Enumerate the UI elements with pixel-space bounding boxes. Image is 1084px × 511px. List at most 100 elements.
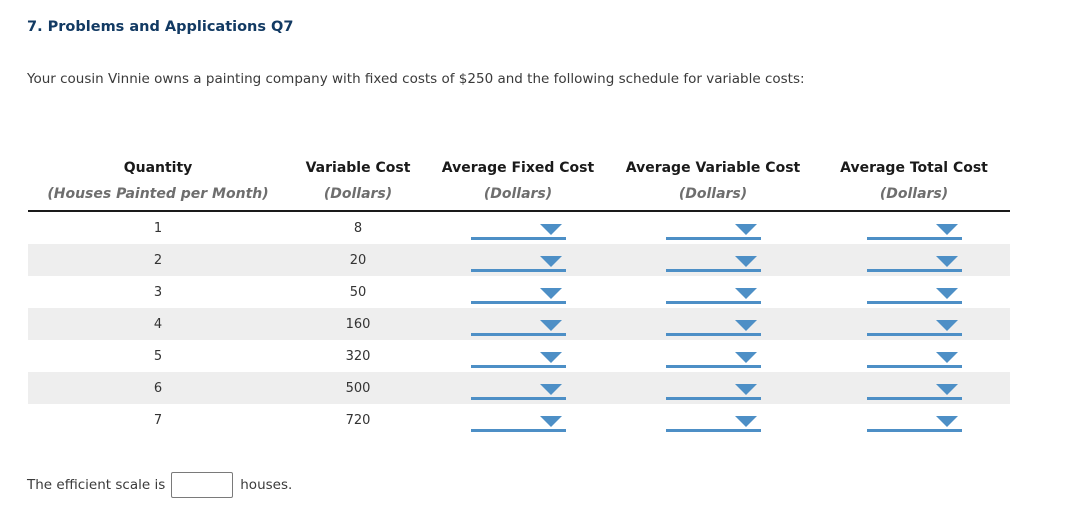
average-total-cost-dropdown[interactable] bbox=[866, 415, 962, 432]
quantity-cell: 1 bbox=[153, 220, 163, 236]
average-variable-cost-dropdown[interactable] bbox=[665, 415, 761, 432]
table-header: Quantity (Houses Painted per Month) Vari… bbox=[28, 158, 1010, 212]
chevron-down-icon bbox=[734, 287, 757, 299]
column-label: Average Fixed Cost bbox=[441, 160, 595, 176]
quantity-cell: 3 bbox=[153, 284, 163, 300]
average-fixed-cost-cell bbox=[428, 313, 608, 336]
average-fixed-cost-cell bbox=[428, 281, 608, 304]
average-total-cost-cell bbox=[818, 313, 1010, 336]
chevron-down-icon bbox=[539, 287, 562, 299]
average-total-cost-cell bbox=[818, 409, 1010, 432]
chevron-down-icon bbox=[734, 351, 757, 363]
chevron-down-icon bbox=[935, 351, 958, 363]
average-fixed-cost-dropdown[interactable] bbox=[470, 415, 566, 432]
quantity-cell: 6 bbox=[153, 380, 163, 396]
variable-cost-cell: 500 bbox=[345, 380, 371, 396]
column-sublabel: (Dollars) bbox=[483, 186, 553, 202]
column-header-average-total-cost: Average Total Cost (Dollars) bbox=[818, 158, 1010, 203]
average-variable-cost-cell bbox=[608, 313, 818, 336]
variable-cost-cell: 20 bbox=[349, 252, 367, 268]
efficient-scale-statement: The efficient scale is houses. bbox=[27, 471, 292, 499]
average-variable-cost-cell bbox=[608, 409, 818, 432]
chevron-down-icon bbox=[734, 255, 757, 267]
efficient-scale-text-after: houses. bbox=[240, 477, 293, 493]
average-variable-cost-cell bbox=[608, 249, 818, 272]
chevron-down-icon bbox=[539, 223, 562, 235]
variable-cost-cell: 160 bbox=[345, 316, 371, 332]
average-variable-cost-cell bbox=[608, 345, 818, 368]
average-total-cost-cell bbox=[818, 377, 1010, 400]
average-variable-cost-dropdown[interactable] bbox=[665, 319, 761, 336]
average-variable-cost-dropdown[interactable] bbox=[665, 287, 761, 304]
column-label: Average Variable Cost bbox=[625, 160, 801, 176]
average-total-cost-dropdown[interactable] bbox=[866, 319, 962, 336]
page-title: 7. Problems and Applications Q7 bbox=[27, 19, 294, 35]
average-fixed-cost-dropdown[interactable] bbox=[470, 287, 566, 304]
table-row: 2 20 bbox=[28, 244, 1010, 276]
average-fixed-cost-dropdown[interactable] bbox=[470, 351, 566, 368]
chevron-down-icon bbox=[734, 383, 757, 395]
average-total-cost-dropdown[interactable] bbox=[866, 383, 962, 400]
quantity-cell: 7 bbox=[153, 412, 163, 428]
chevron-down-icon bbox=[935, 223, 958, 235]
table-row: 6 500 bbox=[28, 372, 1010, 404]
table-body: 1 8 2 20 bbox=[28, 212, 1010, 436]
average-fixed-cost-dropdown[interactable] bbox=[470, 319, 566, 336]
chevron-down-icon bbox=[539, 383, 562, 395]
column-sublabel: (Houses Painted per Month) bbox=[47, 186, 269, 202]
average-total-cost-dropdown[interactable] bbox=[866, 287, 962, 304]
problem-intro-text: Your cousin Vinnie owns a painting compa… bbox=[27, 71, 805, 87]
average-variable-cost-cell bbox=[608, 377, 818, 400]
column-sublabel: (Dollars) bbox=[879, 186, 949, 202]
column-label: Variable Cost bbox=[305, 160, 411, 176]
average-variable-cost-dropdown[interactable] bbox=[665, 351, 761, 368]
chevron-down-icon bbox=[935, 319, 958, 331]
average-total-cost-dropdown[interactable] bbox=[866, 255, 962, 272]
cost-schedule-table: Quantity (Houses Painted per Month) Vari… bbox=[28, 158, 1010, 436]
average-total-cost-cell bbox=[818, 345, 1010, 368]
average-variable-cost-cell bbox=[608, 281, 818, 304]
table-row: 3 50 bbox=[28, 276, 1010, 308]
chevron-down-icon bbox=[935, 415, 958, 427]
chevron-down-icon bbox=[734, 319, 757, 331]
efficient-scale-text-before: The efficient scale is bbox=[27, 477, 166, 493]
table-row: 1 8 bbox=[28, 212, 1010, 244]
average-variable-cost-dropdown[interactable] bbox=[665, 223, 761, 240]
variable-cost-cell: 320 bbox=[345, 348, 371, 364]
column-sublabel: (Dollars) bbox=[678, 186, 748, 202]
chevron-down-icon bbox=[539, 319, 562, 331]
average-total-cost-cell bbox=[818, 249, 1010, 272]
average-fixed-cost-cell bbox=[428, 409, 608, 432]
column-header-average-variable-cost: Average Variable Cost (Dollars) bbox=[608, 158, 818, 203]
chevron-down-icon bbox=[539, 255, 562, 267]
quantity-cell: 4 bbox=[153, 316, 163, 332]
chevron-down-icon bbox=[935, 287, 958, 299]
average-total-cost-cell bbox=[818, 217, 1010, 240]
average-total-cost-dropdown[interactable] bbox=[866, 351, 962, 368]
average-fixed-cost-cell bbox=[428, 217, 608, 240]
quantity-cell: 5 bbox=[153, 348, 163, 364]
table-row: 4 160 bbox=[28, 308, 1010, 340]
average-total-cost-cell bbox=[818, 281, 1010, 304]
column-header-variable-cost: Variable Cost (Dollars) bbox=[288, 158, 428, 203]
column-label: Average Total Cost bbox=[840, 160, 988, 176]
variable-cost-cell: 8 bbox=[353, 220, 363, 236]
average-variable-cost-dropdown[interactable] bbox=[665, 383, 761, 400]
average-fixed-cost-dropdown[interactable] bbox=[470, 255, 566, 272]
variable-cost-cell: 720 bbox=[345, 412, 371, 428]
chevron-down-icon bbox=[734, 415, 757, 427]
average-variable-cost-dropdown[interactable] bbox=[665, 255, 761, 272]
column-label: Quantity bbox=[123, 160, 193, 176]
average-fixed-cost-dropdown[interactable] bbox=[470, 383, 566, 400]
variable-cost-cell: 50 bbox=[349, 284, 367, 300]
efficient-scale-input[interactable] bbox=[171, 472, 234, 498]
table-row: 7 720 bbox=[28, 404, 1010, 436]
table-row: 5 320 bbox=[28, 340, 1010, 372]
average-fixed-cost-dropdown[interactable] bbox=[470, 223, 566, 240]
column-header-quantity: Quantity (Houses Painted per Month) bbox=[28, 158, 288, 203]
chevron-down-icon bbox=[539, 415, 562, 427]
column-sublabel: (Dollars) bbox=[323, 186, 393, 202]
chevron-down-icon bbox=[935, 255, 958, 267]
average-fixed-cost-cell bbox=[428, 249, 608, 272]
average-total-cost-dropdown[interactable] bbox=[866, 223, 962, 240]
